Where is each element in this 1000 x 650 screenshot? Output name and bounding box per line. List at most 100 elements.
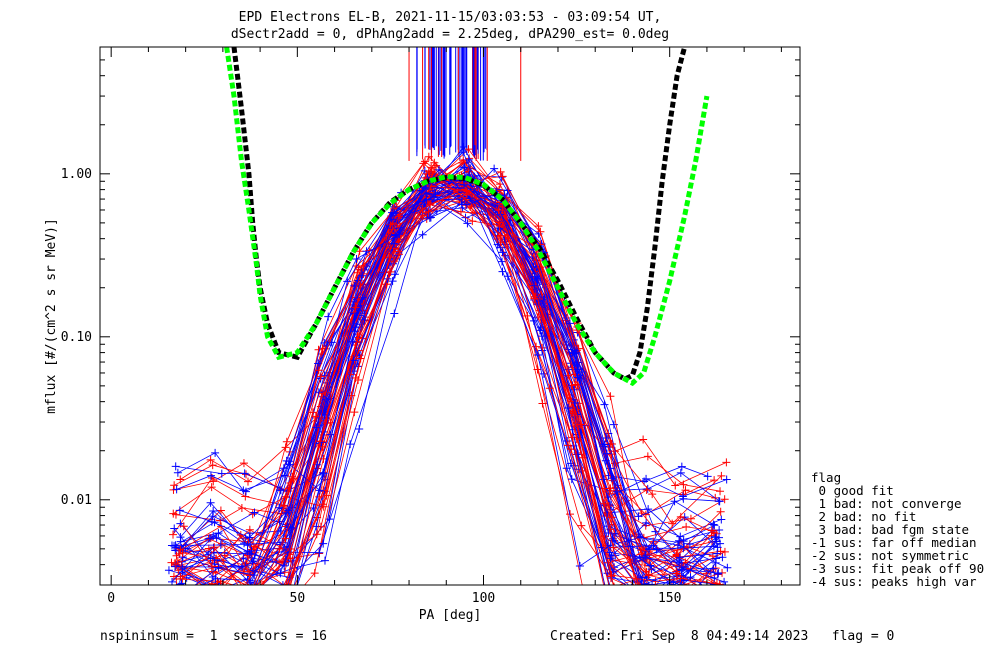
data-point-marker bbox=[643, 452, 652, 461]
spectrum-line bbox=[244, 162, 606, 585]
spectrum-line bbox=[176, 185, 727, 498]
data-point-marker bbox=[248, 510, 257, 519]
data-point-marker bbox=[175, 506, 184, 515]
data-point-marker bbox=[418, 230, 427, 239]
data-point-marker bbox=[677, 565, 686, 574]
data-point-marker bbox=[356, 354, 365, 363]
data-point-marker bbox=[278, 581, 287, 585]
data-point-marker bbox=[207, 594, 215, 602]
data-point-marker bbox=[496, 232, 505, 241]
data-point-marker bbox=[712, 537, 721, 546]
data-point-marker bbox=[351, 303, 360, 312]
spectrum-line bbox=[175, 167, 719, 548]
data-point-marker bbox=[640, 580, 649, 585]
data-point-marker bbox=[679, 537, 688, 546]
data-point-marker bbox=[281, 534, 290, 543]
data-point-marker bbox=[275, 503, 284, 512]
spectrum-line bbox=[175, 185, 698, 585]
spectrum-line bbox=[194, 151, 719, 585]
data-point-marker bbox=[716, 594, 724, 602]
data-point-marker bbox=[247, 594, 255, 602]
data-point-marker bbox=[180, 594, 188, 602]
data-point-marker bbox=[251, 594, 259, 602]
data-point-marker bbox=[242, 594, 250, 602]
data-point-marker bbox=[713, 569, 722, 578]
data-point-marker bbox=[644, 505, 653, 514]
data-point-marker bbox=[172, 543, 181, 552]
data-point-marker bbox=[639, 594, 647, 602]
data-point-marker bbox=[424, 152, 433, 161]
data-point-marker bbox=[460, 180, 469, 189]
data-point-marker bbox=[607, 513, 616, 522]
data-point-marker bbox=[607, 594, 615, 602]
x-tick-label: 0 bbox=[107, 591, 115, 606]
data-point-marker bbox=[167, 541, 176, 550]
data-point-marker bbox=[172, 594, 180, 602]
data-point-marker bbox=[607, 571, 616, 580]
data-point-marker bbox=[395, 250, 404, 259]
data-point-marker bbox=[251, 594, 259, 602]
data-point-marker bbox=[275, 544, 284, 553]
data-point-marker bbox=[494, 206, 503, 215]
data-point-marker bbox=[565, 319, 574, 328]
data-point-marker bbox=[241, 585, 249, 593]
data-point-marker bbox=[714, 587, 722, 595]
data-point-marker bbox=[346, 440, 355, 449]
data-point-marker bbox=[602, 589, 610, 597]
data-point-marker bbox=[723, 563, 732, 572]
data-point-marker bbox=[385, 253, 394, 262]
data-point-marker bbox=[681, 594, 689, 602]
data-point-marker bbox=[207, 594, 215, 602]
data-point-marker bbox=[212, 587, 220, 595]
spectrum-line bbox=[181, 176, 697, 585]
data-point-marker bbox=[212, 594, 220, 602]
data-point-marker bbox=[490, 164, 499, 173]
data-point-marker bbox=[645, 594, 653, 602]
data-point-marker bbox=[642, 485, 651, 494]
x-axis-label: PA [deg] bbox=[419, 608, 482, 623]
data-point-marker bbox=[207, 594, 215, 602]
data-point-marker bbox=[460, 163, 469, 172]
data-point-marker bbox=[685, 594, 693, 602]
data-point-marker bbox=[676, 468, 685, 477]
data-point-marker bbox=[237, 503, 246, 512]
data-point-marker bbox=[237, 594, 245, 602]
data-point-marker bbox=[676, 512, 685, 521]
spectrum-line bbox=[180, 148, 727, 487]
data-point-marker bbox=[495, 180, 504, 189]
data-point-marker bbox=[280, 561, 289, 570]
data-point-marker bbox=[716, 487, 725, 496]
data-point-marker bbox=[634, 586, 642, 594]
data-point-marker bbox=[243, 547, 252, 556]
data-point-marker bbox=[176, 594, 184, 602]
data-point-marker bbox=[206, 554, 215, 563]
data-layer bbox=[164, 47, 732, 602]
data-point-marker bbox=[712, 554, 721, 563]
data-point-marker bbox=[434, 165, 443, 174]
data-point-marker bbox=[645, 545, 654, 554]
data-point-marker bbox=[545, 384, 554, 393]
spectrum-line bbox=[180, 174, 723, 565]
legend-item: -3 sus: fit peak off 90 bbox=[811, 561, 984, 576]
spectrum-line bbox=[173, 199, 716, 516]
data-point-marker bbox=[720, 577, 729, 585]
data-point-marker bbox=[634, 512, 643, 521]
data-point-marker bbox=[212, 586, 220, 594]
data-point-marker bbox=[206, 471, 215, 480]
data-point-marker bbox=[313, 464, 322, 473]
data-point-marker bbox=[688, 582, 690, 585]
data-point-marker bbox=[243, 594, 251, 602]
data-point-marker bbox=[716, 507, 725, 516]
data-point-marker bbox=[571, 380, 580, 389]
data-point-marker bbox=[634, 594, 642, 602]
data-point-marker bbox=[721, 594, 729, 602]
data-point-marker bbox=[675, 553, 684, 562]
data-point-marker bbox=[208, 594, 216, 602]
data-point-marker bbox=[533, 276, 542, 285]
data-point-marker bbox=[679, 480, 688, 489]
data-point-marker bbox=[214, 563, 223, 572]
data-point-marker bbox=[246, 587, 254, 595]
data-point-marker bbox=[308, 408, 317, 417]
y-axis-label: mflux [#/(cm^2 s sr MeV)] bbox=[44, 218, 59, 414]
data-point-marker bbox=[609, 420, 618, 429]
